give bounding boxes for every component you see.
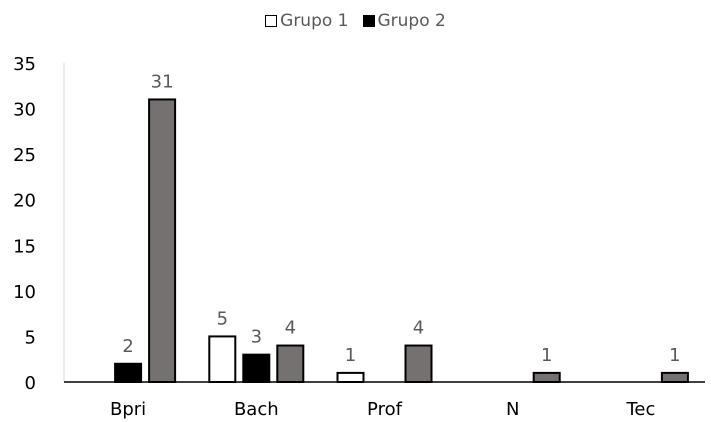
data-label: 5 — [217, 308, 228, 329]
bar — [532, 371, 561, 383]
legend: Grupo 1 Grupo 2 — [0, 11, 711, 31]
x-tick-label: Bach — [234, 399, 279, 420]
bar — [148, 98, 177, 383]
y-tick-label: 5 — [25, 327, 36, 348]
y-tick-label: 15 — [13, 236, 36, 257]
legend-label-grupo-2: Grupo 2 — [377, 11, 446, 31]
data-label: 31 — [151, 71, 174, 92]
bar — [276, 344, 305, 383]
bar — [114, 362, 143, 383]
x-tick-label: N — [506, 399, 519, 420]
data-label: 1 — [345, 345, 356, 366]
bar — [404, 344, 433, 383]
bar — [336, 371, 365, 383]
data-label: 4 — [413, 318, 424, 339]
y-tick-label: 0 — [25, 373, 36, 394]
y-tick-label: 10 — [13, 282, 36, 303]
legend-swatch-grupo-2 — [362, 15, 375, 27]
legend-item-grupo-2: Grupo 2 — [362, 11, 446, 31]
y-tick-label: 25 — [13, 145, 36, 166]
x-tick-label: Prof — [367, 399, 403, 420]
legend-swatch-grupo-1 — [265, 15, 278, 27]
bar — [660, 371, 689, 383]
legend-item-grupo-1: Grupo 1 — [265, 11, 349, 31]
x-tick-label: Bpri — [110, 399, 146, 420]
data-label: 1 — [669, 345, 680, 366]
data-label: 4 — [285, 318, 296, 339]
bar — [242, 353, 271, 383]
y-tick-label: 20 — [13, 191, 36, 212]
data-label: 2 — [122, 336, 133, 357]
bar — [208, 335, 237, 383]
legend-label-grupo-1: Grupo 1 — [280, 11, 349, 31]
y-tick-label: 35 — [13, 54, 36, 75]
x-tick-label: Tec — [625, 399, 655, 420]
data-label: 3 — [251, 327, 262, 348]
y-tick-label: 30 — [13, 100, 36, 121]
data-label: 1 — [541, 345, 552, 366]
